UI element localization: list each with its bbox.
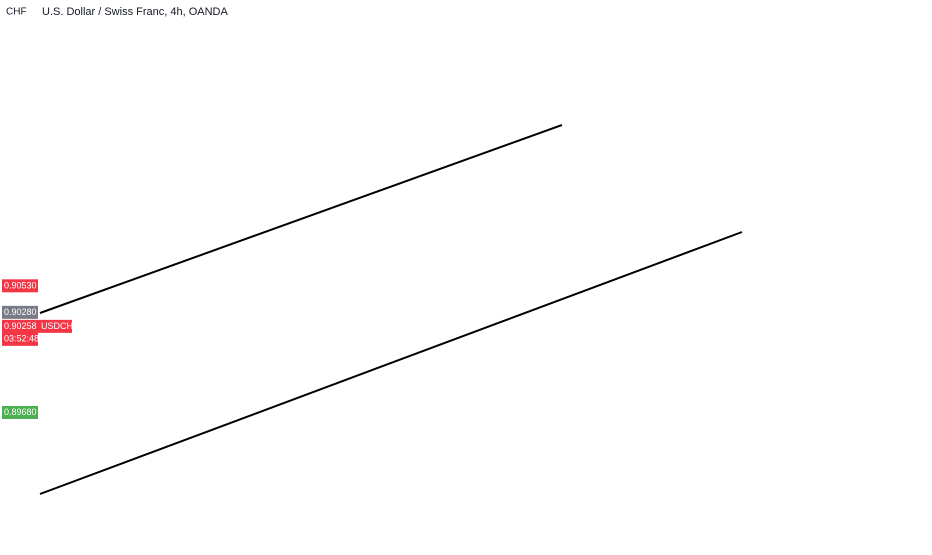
- price-tag-bg: [2, 319, 38, 346]
- symbol-tag-bg: [38, 319, 72, 333]
- price-tag-label: 0.89680: [4, 407, 37, 417]
- price-tag-bg: [2, 279, 38, 293]
- symbol-tag: USDCHF: [41, 321, 79, 331]
- price-tag: 0.90530: [2, 279, 38, 293]
- channel-lower: [39, 231, 743, 495]
- channel-upper: [39, 124, 563, 314]
- price-tag-label: 0.90280: [4, 307, 37, 317]
- price-tag: 0.90280: [2, 305, 38, 319]
- currency: CHF: [6, 7, 27, 18]
- price-tag: 0.89680: [2, 405, 38, 419]
- price-tag-label: 0.90258: [4, 321, 37, 331]
- price-tag-bg: [2, 405, 38, 419]
- chart-title: U.S. Dollar / Swiss Franc, 4h, OANDA: [42, 6, 228, 18]
- price-tag-bg: [2, 305, 38, 319]
- countdown: 03:52:48: [4, 334, 39, 344]
- price-tag-label: 0.90530: [4, 280, 37, 290]
